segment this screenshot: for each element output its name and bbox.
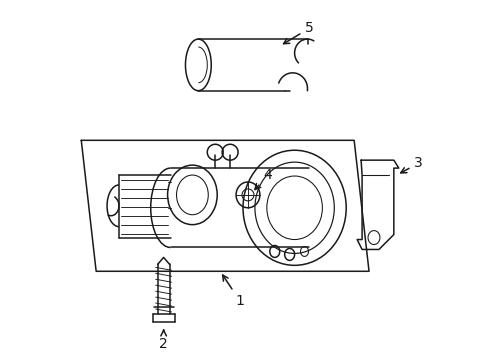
Text: 3: 3: [400, 156, 422, 173]
Text: 5: 5: [283, 21, 313, 44]
Text: 1: 1: [222, 275, 244, 308]
Text: 2: 2: [159, 330, 168, 351]
Text: 4: 4: [254, 168, 272, 190]
